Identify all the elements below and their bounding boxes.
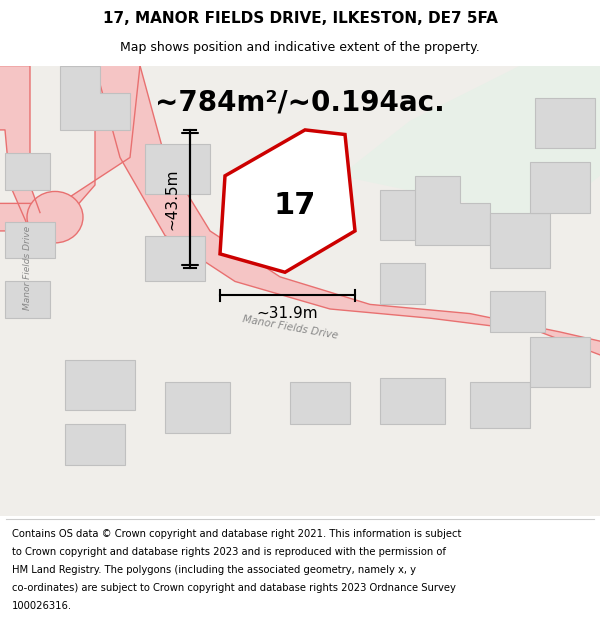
Bar [65, 359, 135, 410]
Bar [535, 98, 595, 148]
Polygon shape [415, 176, 490, 245]
Polygon shape [95, 66, 600, 355]
Bar [530, 336, 590, 387]
Polygon shape [60, 66, 130, 130]
Text: Contains OS data © Crown copyright and database right 2021. This information is : Contains OS data © Crown copyright and d… [12, 529, 461, 539]
Text: 17: 17 [274, 191, 316, 220]
Text: Manor Fields Drive: Manor Fields Drive [241, 314, 338, 341]
Text: Map shows position and indicative extent of the property.: Map shows position and indicative extent… [120, 41, 480, 54]
Bar [530, 162, 590, 212]
Bar [290, 382, 350, 424]
Bar [165, 382, 230, 433]
Bar [380, 263, 425, 304]
Bar [245, 217, 300, 259]
Text: ~43.5m: ~43.5m [164, 168, 179, 229]
Bar [380, 378, 445, 424]
Text: Manor Fields Drive: Manor Fields Drive [23, 226, 32, 310]
Bar [65, 424, 125, 465]
Bar [145, 144, 210, 194]
Polygon shape [340, 66, 600, 231]
Text: ~784m²/~0.194ac.: ~784m²/~0.194ac. [155, 88, 445, 116]
Bar [490, 291, 545, 332]
Polygon shape [0, 66, 140, 231]
Text: 100026316.: 100026316. [12, 601, 72, 611]
Text: 17, MANOR FIELDS DRIVE, ILKESTON, DE7 5FA: 17, MANOR FIELDS DRIVE, ILKESTON, DE7 5F… [103, 11, 497, 26]
Text: co-ordinates) are subject to Crown copyright and database rights 2023 Ordnance S: co-ordinates) are subject to Crown copyr… [12, 583, 456, 593]
Polygon shape [220, 130, 355, 272]
Bar [470, 382, 530, 428]
Text: ~31.9m: ~31.9m [257, 306, 319, 321]
Text: to Crown copyright and database rights 2023 and is reproduced with the permissio: to Crown copyright and database rights 2… [12, 547, 446, 557]
Circle shape [27, 191, 83, 243]
Text: HM Land Registry. The polygons (including the associated geometry, namely x, y: HM Land Registry. The polygons (includin… [12, 565, 416, 575]
Polygon shape [0, 66, 65, 516]
Bar [145, 236, 205, 281]
Bar [5, 222, 55, 259]
Bar [490, 213, 550, 268]
Bar [5, 281, 50, 318]
Bar [380, 189, 450, 240]
Polygon shape [0, 66, 40, 231]
Bar [5, 153, 50, 189]
